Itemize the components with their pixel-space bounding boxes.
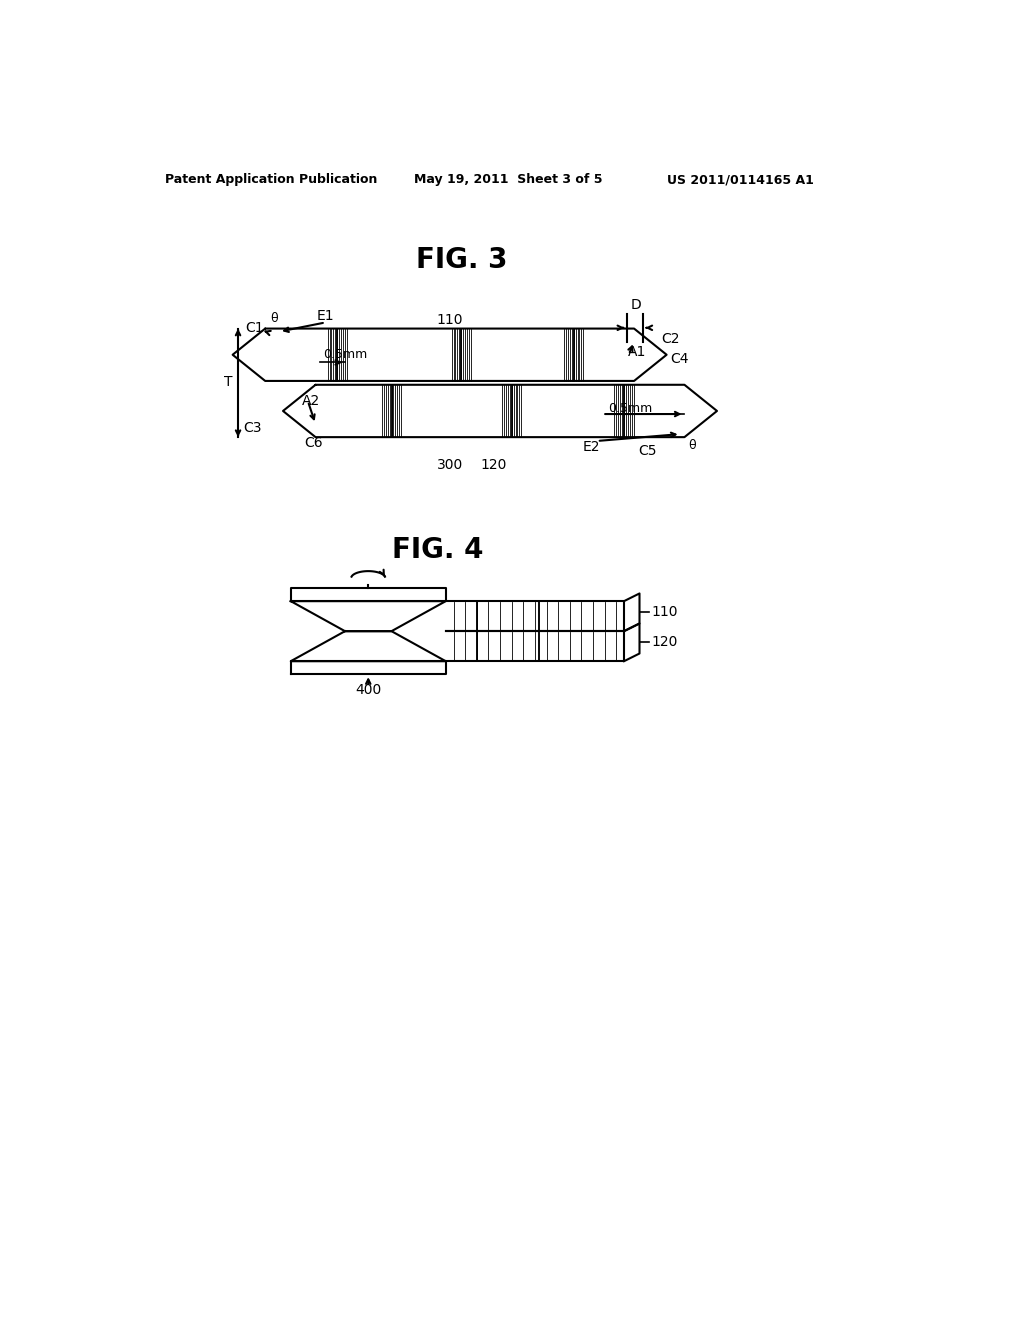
Text: Patent Application Publication: Patent Application Publication bbox=[165, 173, 378, 186]
Text: C5: C5 bbox=[638, 444, 656, 458]
Text: θ: θ bbox=[688, 440, 696, 453]
Text: E1: E1 bbox=[316, 309, 334, 323]
Text: C6: C6 bbox=[305, 437, 324, 450]
Text: D: D bbox=[630, 298, 641, 312]
Text: FIG. 4: FIG. 4 bbox=[392, 536, 483, 564]
Text: FIG. 3: FIG. 3 bbox=[416, 246, 507, 275]
Text: A2: A2 bbox=[302, 393, 321, 408]
Text: θ: θ bbox=[270, 313, 278, 326]
Text: May 19, 2011  Sheet 3 of 5: May 19, 2011 Sheet 3 of 5 bbox=[414, 173, 602, 186]
Text: C4: C4 bbox=[671, 351, 689, 366]
Text: 300: 300 bbox=[436, 458, 463, 471]
Text: T: T bbox=[224, 375, 233, 388]
Text: 120: 120 bbox=[651, 635, 678, 649]
Text: C3: C3 bbox=[243, 421, 261, 434]
Text: 0.5mm: 0.5mm bbox=[608, 403, 652, 416]
Text: 0.5mm: 0.5mm bbox=[324, 348, 368, 362]
Text: C1: C1 bbox=[245, 321, 263, 335]
Text: E2: E2 bbox=[583, 440, 600, 454]
Text: 120: 120 bbox=[480, 458, 507, 471]
Text: 110: 110 bbox=[651, 606, 678, 619]
Text: 400: 400 bbox=[355, 682, 381, 697]
Text: US 2011/0114165 A1: US 2011/0114165 A1 bbox=[667, 173, 814, 186]
Text: 110: 110 bbox=[436, 313, 463, 327]
Text: C2: C2 bbox=[662, 333, 680, 346]
Text: A1: A1 bbox=[628, 346, 646, 359]
